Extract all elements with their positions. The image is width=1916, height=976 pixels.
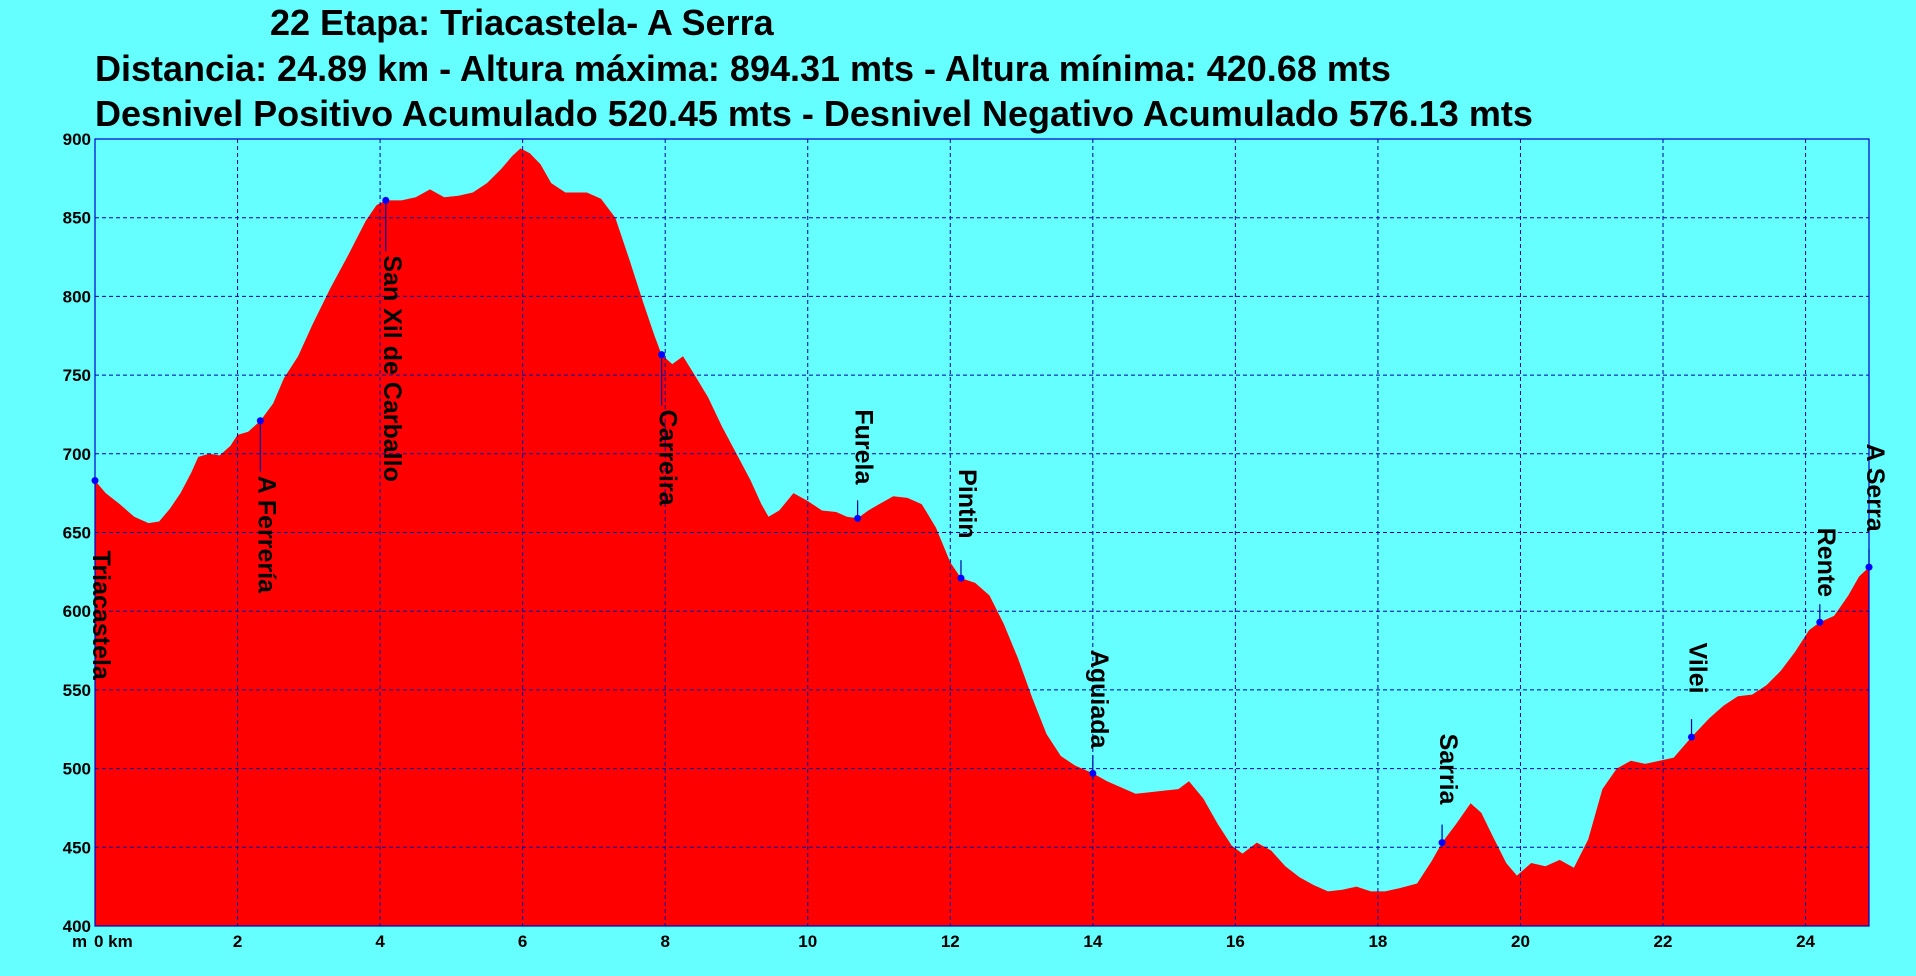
waypoint-label: Sarria [1434, 734, 1462, 806]
chart-subtitle-distance: Distancia: 24.89 km - Altura máxima: 894… [95, 48, 1391, 89]
y-tick-label: 400 [63, 917, 91, 936]
y-tick-label: 900 [63, 130, 91, 149]
area-layer [95, 148, 1869, 926]
waypoint-label: Aguiada [1085, 650, 1113, 750]
waypoint-marker [1865, 563, 1873, 571]
waypoint-marker [1816, 618, 1824, 626]
waypoint-marker [382, 196, 390, 204]
grid-layer [94, 138, 1870, 927]
waypoint-label: Triacastela [87, 551, 115, 681]
x-tick-label: 14 [1083, 932, 1102, 951]
elevation-area [95, 148, 1869, 926]
y-tick-label: 850 [63, 209, 91, 228]
x-tick-label: 4 [375, 932, 385, 951]
x-tick-label: 18 [1368, 932, 1387, 951]
plot-frame [94, 138, 1870, 927]
y-tick-label: 500 [63, 760, 91, 779]
waypoint-label: Furela [850, 409, 878, 485]
waypoint-marker [854, 514, 862, 522]
waypoint-marker [1089, 769, 1097, 777]
waypoint-label: A Serra [1861, 444, 1889, 533]
x-tick-label: 22 [1654, 932, 1673, 951]
chart-title: 22 Etapa: Triacastela- A Serra [270, 2, 774, 43]
y-tick-label: 650 [63, 524, 91, 543]
y-unit-label: m [72, 932, 87, 951]
x-tick-label: 16 [1226, 932, 1245, 951]
chart-subtitle-elevation: Desnivel Positivo Acumulado 520.45 mts -… [95, 93, 1533, 134]
waypoint-marker [658, 351, 666, 359]
x-tick-label: 20 [1511, 932, 1530, 951]
x-tick-label: 8 [660, 932, 669, 951]
y-tick-label: 450 [63, 838, 91, 857]
y-tick-label: 800 [63, 287, 91, 306]
x-tick-label: 12 [941, 932, 960, 951]
waypoint-label: Rente [1812, 528, 1840, 598]
x-tick-label: 24 [1796, 932, 1815, 951]
waypoint-marker [1438, 839, 1446, 847]
waypoint-label: Pintin [953, 469, 981, 538]
y-tick-label: 700 [63, 445, 91, 464]
waypoint-label: A Ferrería [252, 476, 280, 594]
y-tick-label: 550 [63, 681, 91, 700]
waypoint-label: Vilei [1684, 643, 1712, 694]
y-tick-label: 600 [63, 602, 91, 621]
waypoint-marker [1688, 733, 1696, 741]
y-tick-label: 750 [63, 366, 91, 385]
x-tick-label: 2 [233, 932, 242, 951]
waypoint-marker [256, 417, 264, 425]
waypoint-marker [91, 477, 99, 485]
waypoint-label: San Xil de Carballo [378, 255, 406, 481]
waypoints-layer: Triacastela A Ferrería San Xil de Carballo… [87, 196, 1889, 847]
waypoint-label: Carreira [654, 410, 682, 507]
x-tick-label: 6 [518, 932, 527, 951]
x-unit-label: 0 km [94, 932, 133, 951]
x-tick-label: 10 [798, 932, 817, 951]
waypoint-marker [957, 574, 965, 582]
